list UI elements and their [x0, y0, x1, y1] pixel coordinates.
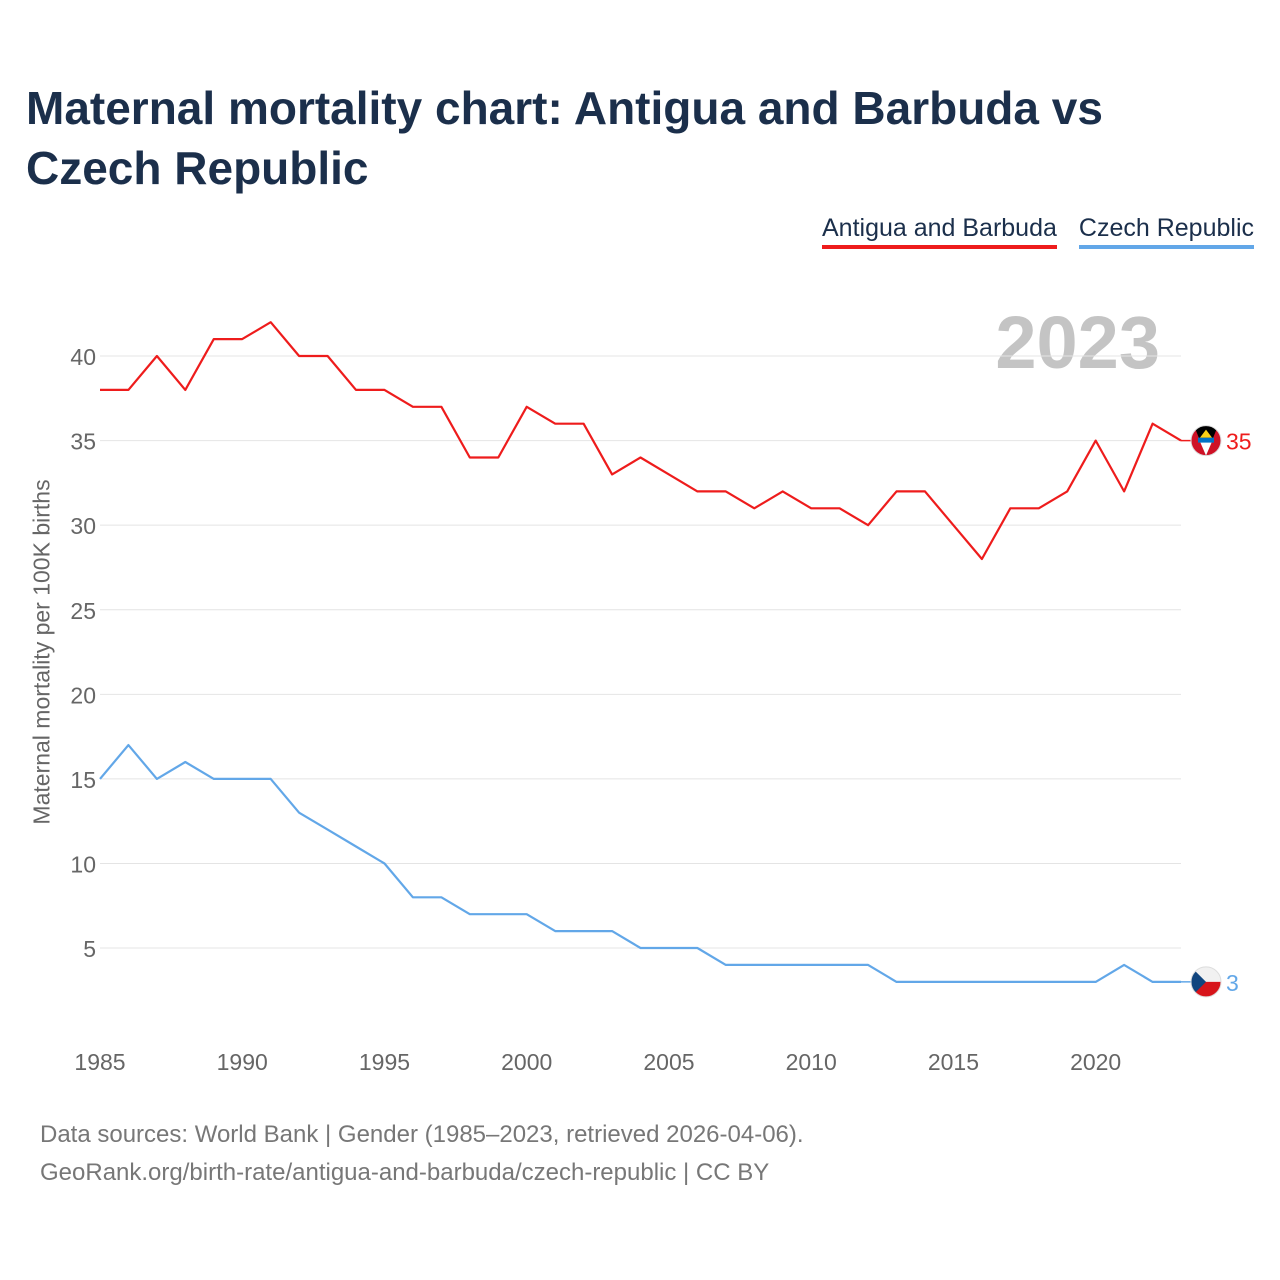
- y-tick-label-10: 10: [70, 851, 96, 877]
- end-value-label-antigua-and-barbuda: 35: [1226, 429, 1252, 455]
- y-tick-label-15: 15: [70, 767, 96, 793]
- x-tick-label-2010: 2010: [786, 1049, 837, 1075]
- y-tick-label-40: 40: [70, 344, 96, 370]
- x-tick-label-1985: 1985: [74, 1049, 125, 1075]
- y-tick-label-25: 25: [70, 598, 96, 624]
- x-tick-label-1990: 1990: [217, 1049, 268, 1075]
- end-value-label-czech-republic: 3: [1226, 970, 1239, 996]
- legend-item-czech-republic[interactable]: Czech Republic: [1078, 214, 1254, 249]
- source-url-text: GeoRank.org/birth-rate/antigua-and-barbu…: [40, 1159, 770, 1186]
- x-tick-label-2015: 2015: [928, 1049, 979, 1075]
- year-watermark: 2023: [995, 301, 1160, 384]
- flag-border-antigua-and-barbuda: [1190, 425, 1222, 457]
- antigua-and-barbuda-flag-icon: [1191, 425, 1221, 456]
- x-tick-label-2005: 2005: [643, 1049, 694, 1075]
- x-tick-label-1995: 1995: [359, 1049, 410, 1075]
- footer: Data sources: World Bank | Gender (1985–…: [40, 1116, 804, 1192]
- legend: Antigua and Barbuda Czech Republic: [821, 214, 1254, 249]
- series-line-czech-republic: [99, 743, 1181, 984]
- y-tick-label-20: 20: [70, 682, 96, 708]
- flag-border-czech-republic: [1190, 966, 1222, 998]
- y-tick-label-30: 30: [70, 513, 96, 539]
- y-tick-label-5: 5: [83, 936, 96, 962]
- y-tick-label-35: 35: [70, 429, 96, 455]
- czech-republic-flag-icon: [1191, 966, 1221, 997]
- legend-item-antigua-and-barbuda[interactable]: Antigua and Barbuda: [821, 214, 1057, 249]
- x-tick-label-2000: 2000: [501, 1049, 552, 1075]
- series-line-antigua-and-barbuda: [100, 321, 1182, 561]
- x-tick-label-2020: 2020: [1070, 1049, 1121, 1075]
- data-source-text: Data sources: World Bank | Gender (1985–…: [40, 1121, 804, 1148]
- chart-title: Maternal mortality chart: Antigua and Ba…: [26, 82, 1103, 194]
